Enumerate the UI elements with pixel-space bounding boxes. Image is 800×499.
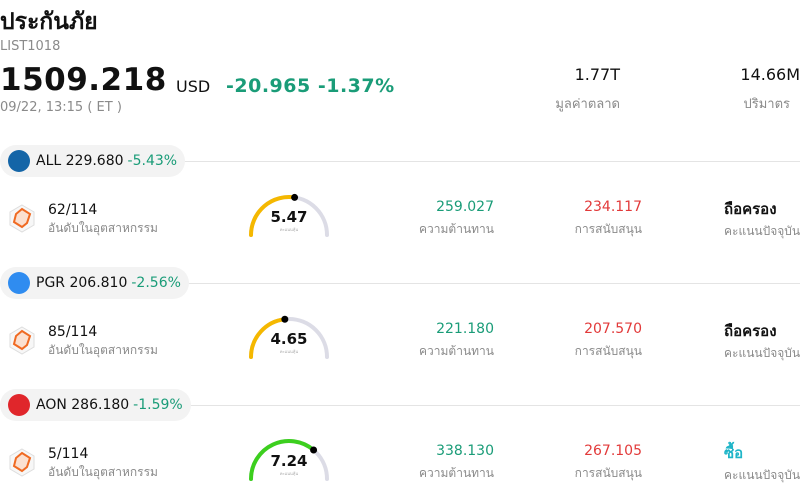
ticker-price: ALL 229.680 (36, 153, 124, 169)
score-gauge (249, 315, 329, 359)
stock-pill[interactable]: ALL 229.680 -5.43% (0, 145, 186, 177)
row-divider (184, 161, 800, 162)
industry-rank: 62/114 (48, 202, 98, 218)
industry-rank-label: อันดับในอุตสาหกรรม (48, 221, 158, 235)
stock-score: 5.47 (270, 208, 308, 226)
resistance-value: 338.130 (436, 443, 494, 459)
industry-rank-label: อันดับในอุตสาหกรรม (48, 343, 158, 357)
rating-label: คะแนนปัจจุบัน (724, 346, 800, 360)
support-label: การสนับสนุน (574, 466, 642, 480)
timestamp: 09/22, 13:15 ( ET ) (0, 100, 122, 115)
industry-rank: 5/114 (48, 446, 89, 462)
stock-score-label: คะแนนหุ้น (279, 471, 299, 476)
progressive-logo-icon (8, 272, 30, 294)
index-code: LIST1018 (0, 39, 61, 54)
resistance-value: 221.180 (436, 321, 494, 337)
resistance-label: ความต้านทาน (419, 466, 494, 480)
support-value: 234.117 (584, 199, 642, 215)
stock-score: 7.24 (270, 452, 308, 470)
rank-radar-icon (9, 204, 35, 233)
row-divider (184, 283, 800, 284)
market-cap-label: มูลค่าตลาด (555, 97, 620, 112)
industry-rank: 85/114 (48, 324, 98, 340)
score-gauge (249, 193, 329, 237)
support-label: การสนับสนุน (574, 222, 642, 236)
rating: ถือครอง (724, 200, 777, 218)
ticker-pct: -1.59% (133, 397, 183, 413)
stock-score-label: คะแนนหุ้น (279, 227, 299, 232)
rating-label: คะแนนปัจจุบัน (724, 224, 800, 238)
row-divider (184, 405, 800, 406)
ticker-price: AON 286.180 (36, 397, 130, 413)
support-label: การสนับสนุน (574, 344, 642, 358)
stock-score: 4.65 (270, 330, 308, 348)
stock-pill[interactable]: AON 286.180 -1.59% (0, 389, 191, 421)
aon-logo-icon (8, 394, 30, 416)
stock-pill[interactable]: PGR 206.810 -2.56% (0, 267, 189, 299)
resistance-label: ความต้านทาน (419, 222, 494, 236)
industry-rank-label: อันดับในอุตสาหกรรม (48, 465, 158, 479)
support-value: 267.105 (584, 443, 642, 459)
price-change-value: -20.965 (226, 75, 311, 97)
market-cap-value: 1.77T (574, 65, 620, 84)
rating-label: คะแนนปัจจุบัน (724, 468, 800, 482)
allstate-logo-icon (8, 150, 30, 172)
index-price: 1509.218 (0, 62, 167, 98)
ticker-pct: -2.56% (131, 275, 181, 291)
price-change: -20.965 -1.37% (226, 75, 395, 97)
page-title: ประกันภัย (0, 9, 98, 35)
volume-value: 14.66M (740, 65, 800, 84)
rank-radar-icon (9, 326, 35, 355)
support-value: 207.570 (584, 321, 642, 337)
score-gauge (249, 439, 329, 481)
rating: ถือครอง (724, 322, 777, 340)
price-change-pct: -1.37% (317, 75, 395, 97)
resistance-label: ความต้านทาน (419, 344, 494, 358)
volume-label: ปริมาตร (743, 97, 790, 112)
rank-radar-icon (9, 448, 35, 477)
currency: USD (176, 77, 211, 96)
ticker-price: PGR 206.810 (36, 275, 128, 291)
resistance-value: 259.027 (436, 199, 494, 215)
rating: ซื้อ (724, 444, 744, 462)
ticker-pct: -5.43% (127, 153, 178, 169)
stock-score-label: คะแนนหุ้น (279, 349, 299, 354)
